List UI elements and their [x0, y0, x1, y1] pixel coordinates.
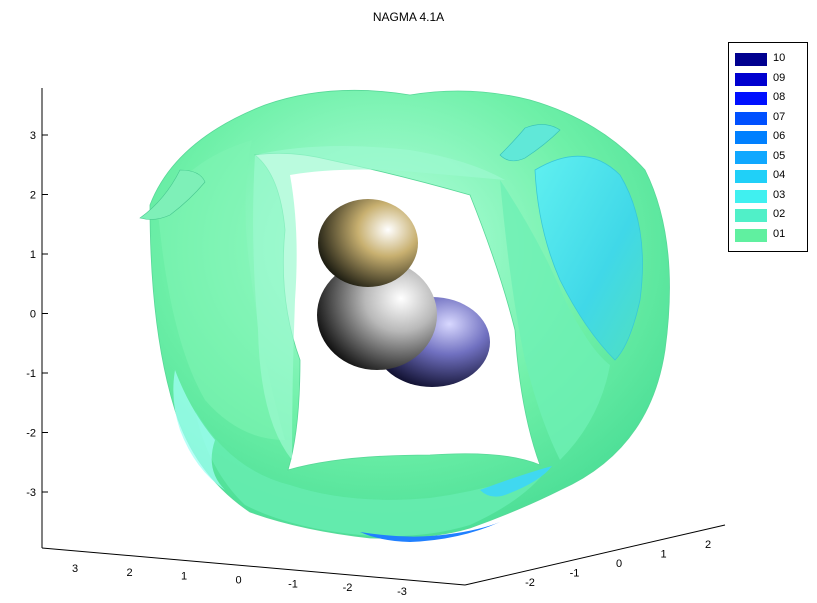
z-tick-label: -2: [26, 428, 36, 440]
x-tick-labels: 3 2 1 0 -1 -2 -3: [72, 563, 407, 598]
surface-left-sheet: [158, 140, 285, 440]
legend-label: 05: [773, 149, 786, 162]
sphere-gold: [318, 199, 418, 287]
x-tick-label: -2: [343, 582, 353, 594]
axes: [41, 88, 726, 586]
sphere-gray: [317, 260, 437, 370]
x-axis-line: [41, 547, 466, 586]
legend-label: 08: [773, 91, 786, 103]
legend-swatch: [735, 92, 767, 105]
y-tick-label: 1: [660, 549, 666, 561]
surface-flap-top: [499, 124, 561, 162]
z-tick-label: 1: [30, 249, 36, 261]
y-tick-labels: -2 -1 0 1 2: [525, 539, 711, 589]
legend-swatch: [735, 209, 767, 222]
legend-label: 10: [773, 52, 786, 64]
legend-swatch: [735, 72, 767, 86]
x-tick-label: 1: [181, 571, 187, 583]
legend-swatch: [735, 53, 767, 66]
z-tick-label: 2: [30, 190, 36, 202]
z-tick-label: 3: [30, 130, 36, 142]
y-tick-label: -1: [570, 568, 580, 580]
legend-label: 03: [773, 188, 786, 201]
x-tick-label: -1: [288, 578, 298, 590]
surface-cyan-rim: [480, 466, 552, 497]
legend: 10 09 08 07 06 05 04 03 02 01: [728, 42, 808, 252]
legend-label: 04: [773, 169, 786, 181]
z-tick-label: 0: [30, 309, 36, 321]
surface-right-lobe: [534, 155, 643, 361]
legend-label: 01: [773, 227, 786, 240]
y-tick-label: 2: [705, 539, 711, 551]
y-tick-label: -2: [525, 577, 535, 589]
x-tick-label: 0: [235, 575, 241, 587]
legend-swatch: [735, 228, 767, 242]
legend-label: 06: [773, 130, 786, 142]
z-tick-labels: 3 2 1 0 -1 -2 -3: [26, 130, 48, 499]
surface-bottom-fold: [195, 410, 548, 537]
chart-title: NAGMA 4.1A: [372, 10, 445, 24]
surface-cyan-shade-left: [173, 370, 225, 490]
legend-label: 09: [773, 71, 786, 84]
surface-flap-left: [139, 169, 206, 220]
surface-right-band: [500, 180, 610, 460]
surface-inner-fold: [253, 146, 505, 460]
z-tick-label: -1: [26, 368, 36, 380]
legend-label: 02: [773, 208, 786, 220]
surface: [139, 89, 670, 542]
y-axis-line: [464, 524, 726, 586]
legend-swatch: [735, 150, 767, 164]
legend-label: 07: [773, 110, 786, 123]
x-tick-label: 2: [126, 567, 132, 579]
legend-swatch: [735, 189, 767, 203]
spheres: [317, 199, 490, 387]
surface-blue-rim: [360, 522, 500, 542]
legend-swatch: [735, 111, 767, 125]
legend-swatch: [735, 170, 767, 183]
legend-swatch: [735, 131, 767, 144]
x-tick-label: 3: [72, 563, 78, 575]
z-tick-label: -3: [26, 487, 36, 499]
x-tick-label: -3: [397, 586, 407, 598]
y-tick-label: 0: [616, 558, 622, 570]
